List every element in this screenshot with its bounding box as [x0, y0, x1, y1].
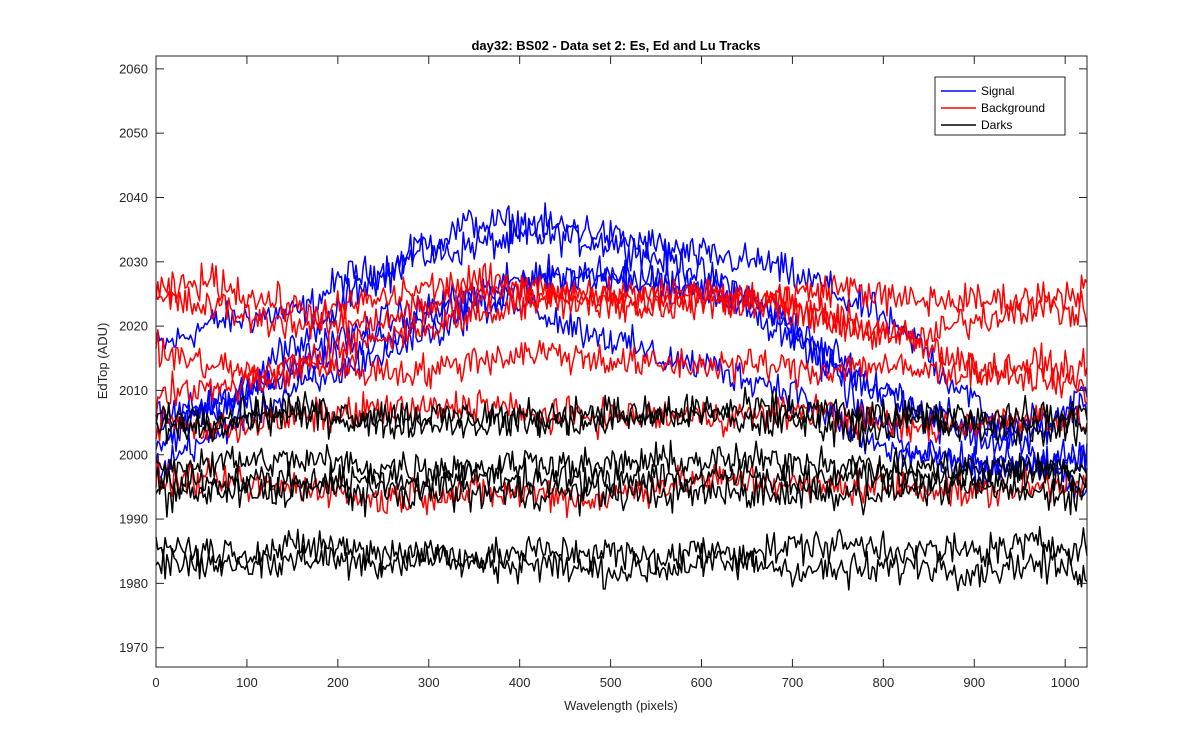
series-line-darks-17	[155, 526, 1088, 576]
y-tick-label: 2010	[119, 383, 148, 398]
y-tick-label: 2040	[119, 190, 148, 205]
y-axis: 1970 1980 1990 2000 2010 2020 2030 2040 2050 2060	[119, 61, 1087, 655]
series-layer	[155, 202, 1088, 592]
legend-label-darks: Darks	[981, 118, 1012, 132]
y-axis-title: EdTop (ADU)	[95, 323, 110, 400]
series-line-darks-14	[155, 439, 1088, 488]
y-tick-label: 2050	[119, 126, 148, 141]
x-axis-title: Wavelength (pixels)	[564, 698, 678, 713]
x-tick-label: 500	[600, 675, 622, 690]
y-tick-label: 1970	[119, 640, 148, 655]
series-line-background-11	[155, 275, 1088, 418]
x-tick-label: 300	[418, 675, 440, 690]
y-tick-label: 2060	[119, 61, 148, 76]
x-tick-label: 900	[963, 675, 985, 690]
series-line-signal-4	[155, 255, 1088, 488]
x-tick-label: 100	[236, 675, 258, 690]
chart-title: day32: BS02 - Data set 2: Es, Ed and Lu …	[471, 38, 760, 53]
series-line-background-6	[155, 262, 1088, 330]
series-line-darks-16	[155, 466, 1088, 518]
legend-box	[934, 76, 1066, 136]
y-tick-label: 2030	[119, 254, 148, 269]
legend-items: Signal Background Darks	[941, 84, 1045, 132]
x-tick-label: 600	[691, 675, 713, 690]
series-line-darks-13	[155, 395, 1088, 452]
y-tick-label: 1990	[119, 512, 148, 527]
x-axis: 0 100 200 300 400 500 600 700 800 900 1000	[152, 56, 1080, 690]
x-tick-label: 800	[872, 675, 894, 690]
legend: Signal Background Darks	[934, 76, 1066, 136]
legend-label-signal: Signal	[981, 84, 1014, 98]
axes-box	[155, 55, 1088, 668]
x-tick-label: 1000	[1051, 675, 1080, 690]
x-tick-label: 0	[152, 675, 159, 690]
y-tick-label: 2000	[119, 447, 148, 462]
x-tick-label: 400	[509, 675, 531, 690]
x-tick-label: 700	[782, 675, 804, 690]
series-line-darks-18	[155, 541, 1088, 592]
x-tick-label: 200	[327, 675, 349, 690]
legend-label-background: Background	[981, 101, 1045, 115]
y-tick-label: 1980	[119, 576, 148, 591]
y-tick-label: 2020	[119, 319, 148, 334]
